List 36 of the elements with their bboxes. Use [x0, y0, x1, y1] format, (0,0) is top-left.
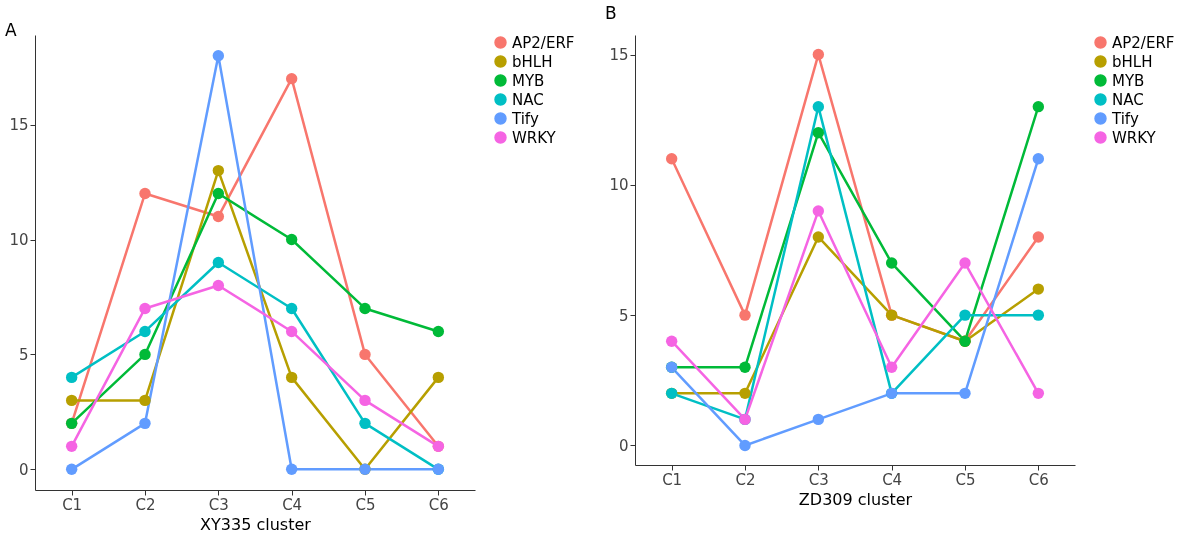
legend-label: AP2/ERF [1112, 33, 1175, 52]
x-tick-label: C1 [662, 470, 683, 489]
x-tick-label: C6 [428, 495, 449, 514]
x-tick-label: C5 [955, 470, 976, 489]
x-tick-label: C6 [1028, 470, 1049, 489]
chart-title: B [605, 3, 617, 23]
y-tick-label: 0 [18, 460, 29, 479]
y-tick-label: 15 [609, 46, 629, 65]
x-tick-label: C1 [62, 495, 83, 514]
chart-title: A [5, 20, 17, 40]
legend-label: NAC [512, 90, 544, 109]
legend-label: NAC [1112, 90, 1144, 109]
x-tick-label: C4 [282, 495, 303, 514]
y-tick-label: 5 [618, 306, 629, 325]
y-tick-label: 10 [9, 231, 29, 250]
y-tick-label: 10 [609, 176, 629, 195]
legend-label: AP2/ERF [512, 33, 575, 52]
y-tick-label: 0 [618, 436, 629, 455]
legend-label: Tify [511, 109, 539, 128]
y-tick-label: 5 [18, 345, 29, 364]
legend-label: Tify [1111, 109, 1139, 128]
x-axis-title: XY335 cluster [200, 514, 312, 534]
legend-label: WRKY [1112, 128, 1157, 147]
x-tick-label: C4 [882, 470, 903, 489]
legend-label: bHLH [512, 52, 553, 71]
legend-label: WRKY [512, 128, 557, 147]
x-tick-label: C5 [355, 495, 376, 514]
legend-label: MYB [1112, 71, 1145, 90]
y-tick-label: 15 [9, 116, 29, 135]
legend-label: MYB [512, 71, 545, 90]
x-axis-title: ZD309 cluster [798, 489, 913, 509]
x-tick-label: C2 [735, 470, 756, 489]
x-tick-label: C2 [135, 495, 156, 514]
x-tick-label: C3 [808, 470, 829, 489]
x-tick-label: C3 [208, 495, 229, 514]
legend-label: bHLH [1112, 52, 1153, 71]
